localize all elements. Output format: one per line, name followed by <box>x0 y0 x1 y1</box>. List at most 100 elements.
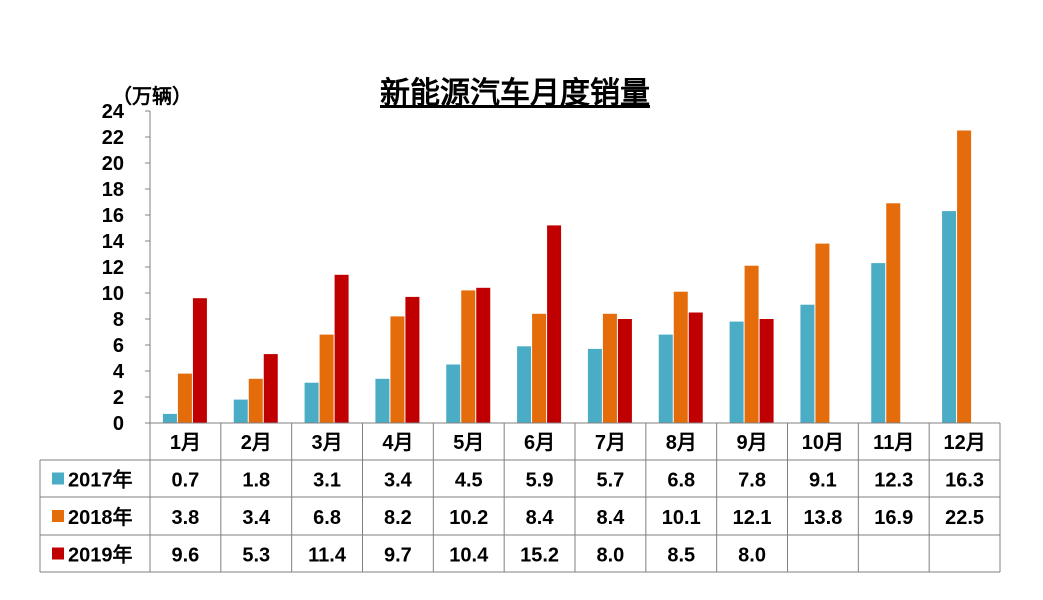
y-tick-label: 8 <box>113 309 124 331</box>
data-table-value: 9.6 <box>172 545 200 567</box>
data-table-value: 5.9 <box>526 470 554 492</box>
bar-2019年-9月 <box>759 319 774 423</box>
bar-2018年-10月 <box>815 243 830 423</box>
data-table-value: 8.4 <box>597 507 626 529</box>
data-table-value: 12.3 <box>874 470 913 492</box>
data-table-value: 8.5 <box>667 545 695 567</box>
data-table-value: 8.4 <box>526 507 555 529</box>
data-table-value: 11.4 <box>308 545 347 567</box>
x-category-label: 2月 <box>241 432 272 454</box>
legend-label: 2019年 <box>68 543 133 567</box>
y-tick-label: 22 <box>102 127 124 149</box>
x-category-label: 11月 <box>873 432 914 454</box>
data-table-value: 4.5 <box>455 470 483 492</box>
data-table-value: 5.3 <box>242 545 270 567</box>
data-table-value: 10.4 <box>449 545 489 567</box>
bar-2019年-2月 <box>263 354 278 423</box>
data-table-value: 3.4 <box>242 507 271 529</box>
y-tick-label: 18 <box>102 179 124 201</box>
data-table-value: 9.7 <box>384 545 412 567</box>
data-table-value: 1.8 <box>242 470 270 492</box>
bar-2018年-9月 <box>744 265 759 423</box>
x-category-label: 8月 <box>666 432 697 454</box>
data-table-value: 22.5 <box>945 507 984 529</box>
data-table-value: 3.4 <box>384 470 413 492</box>
x-category-label: 12月 <box>943 432 985 454</box>
legend-label: 2018年 <box>68 505 133 529</box>
x-category-label: 9月 <box>737 432 768 454</box>
x-category-label: 5月 <box>453 432 484 454</box>
x-category-label: 10月 <box>802 432 844 454</box>
bar-2017年-4月 <box>375 378 390 423</box>
bar-2017年-6月 <box>517 346 532 423</box>
bar-2018年-11月 <box>886 203 901 423</box>
data-table-value: 13.8 <box>803 507 842 529</box>
y-tick-label: 4 <box>113 361 125 383</box>
data-table-value: 15.2 <box>520 545 559 567</box>
bar-2019年-4月 <box>405 296 420 423</box>
data-table-value: 8.2 <box>384 507 412 529</box>
chart-title: 新能源汽车月度销量 <box>380 77 650 110</box>
bar-2018年-6月 <box>532 313 547 423</box>
bar-2018年-5月 <box>461 290 476 423</box>
legend-swatch-2018年 <box>52 510 64 522</box>
y-tick-label: 6 <box>113 335 124 357</box>
data-table-value: 16.9 <box>874 507 913 529</box>
bar-2018年-7月 <box>602 313 617 423</box>
bar-2017年-12月 <box>942 211 957 423</box>
bar-2018年-4月 <box>390 316 405 423</box>
bar-2018年-3月 <box>319 334 334 423</box>
x-category-label: 6月 <box>524 432 555 454</box>
legend-label: 2017年 <box>68 468 133 492</box>
bar-2019年-3月 <box>334 274 349 423</box>
bar-2017年-3月 <box>304 382 319 423</box>
legend-swatch-2019年 <box>52 547 64 560</box>
bar-2018年-1月 <box>177 373 192 423</box>
x-category-label: 7月 <box>595 432 626 454</box>
x-category-label: 4月 <box>382 432 413 454</box>
bar-2017年-1月 <box>162 413 177 423</box>
bar-2019年-8月 <box>688 312 703 423</box>
legend-swatch-2017年 <box>52 472 64 485</box>
data-table-value: 6.8 <box>667 470 695 492</box>
data-table-value: 0.7 <box>172 470 200 492</box>
data-table-value: 3.8 <box>172 507 200 529</box>
bar-2017年-11月 <box>871 263 886 423</box>
bar-2019年-1月 <box>192 298 207 423</box>
y-axis-unit-label: （万辆） <box>112 86 192 108</box>
data-table-value: 10.1 <box>662 507 701 529</box>
bar-2018年-8月 <box>673 291 688 423</box>
bar-2017年-5月 <box>446 364 461 423</box>
data-table-value: 16.3 <box>945 470 984 492</box>
data-table-value: 5.7 <box>597 470 625 492</box>
data-table-value: 6.8 <box>313 507 341 529</box>
y-tick-label: 20 <box>102 153 124 175</box>
y-tick-label: 2 <box>113 387 124 409</box>
y-tick-label: 24 <box>102 101 125 123</box>
y-tick-label: 12 <box>102 257 124 279</box>
bar-2017年-2月 <box>233 399 248 423</box>
bar-2018年-2月 <box>248 378 263 423</box>
data-table-value: 9.1 <box>809 470 837 492</box>
data-table-value: 8.0 <box>597 545 625 567</box>
y-tick-label: 16 <box>102 205 124 227</box>
y-tick-label: 0 <box>113 413 124 435</box>
data-table-value: 10.2 <box>449 507 488 529</box>
bar-2018年-12月 <box>957 130 972 423</box>
bar-2017年-10月 <box>800 304 815 423</box>
data-table-value: 3.1 <box>313 470 341 492</box>
data-table-value: 7.8 <box>738 470 766 492</box>
y-tick-label: 10 <box>102 283 124 305</box>
data-table-value: 12.1 <box>733 507 772 529</box>
bar-2019年-5月 <box>476 287 491 423</box>
bar-2017年-9月 <box>729 321 744 423</box>
x-category-label: 3月 <box>312 432 343 454</box>
bar-2019年-7月 <box>617 319 632 423</box>
bar-2017年-8月 <box>658 334 673 423</box>
y-tick-label: 14 <box>102 231 125 253</box>
bar-2017年-7月 <box>587 348 602 423</box>
x-category-label: 1月 <box>170 432 201 454</box>
data-table-value: 8.0 <box>738 545 766 567</box>
